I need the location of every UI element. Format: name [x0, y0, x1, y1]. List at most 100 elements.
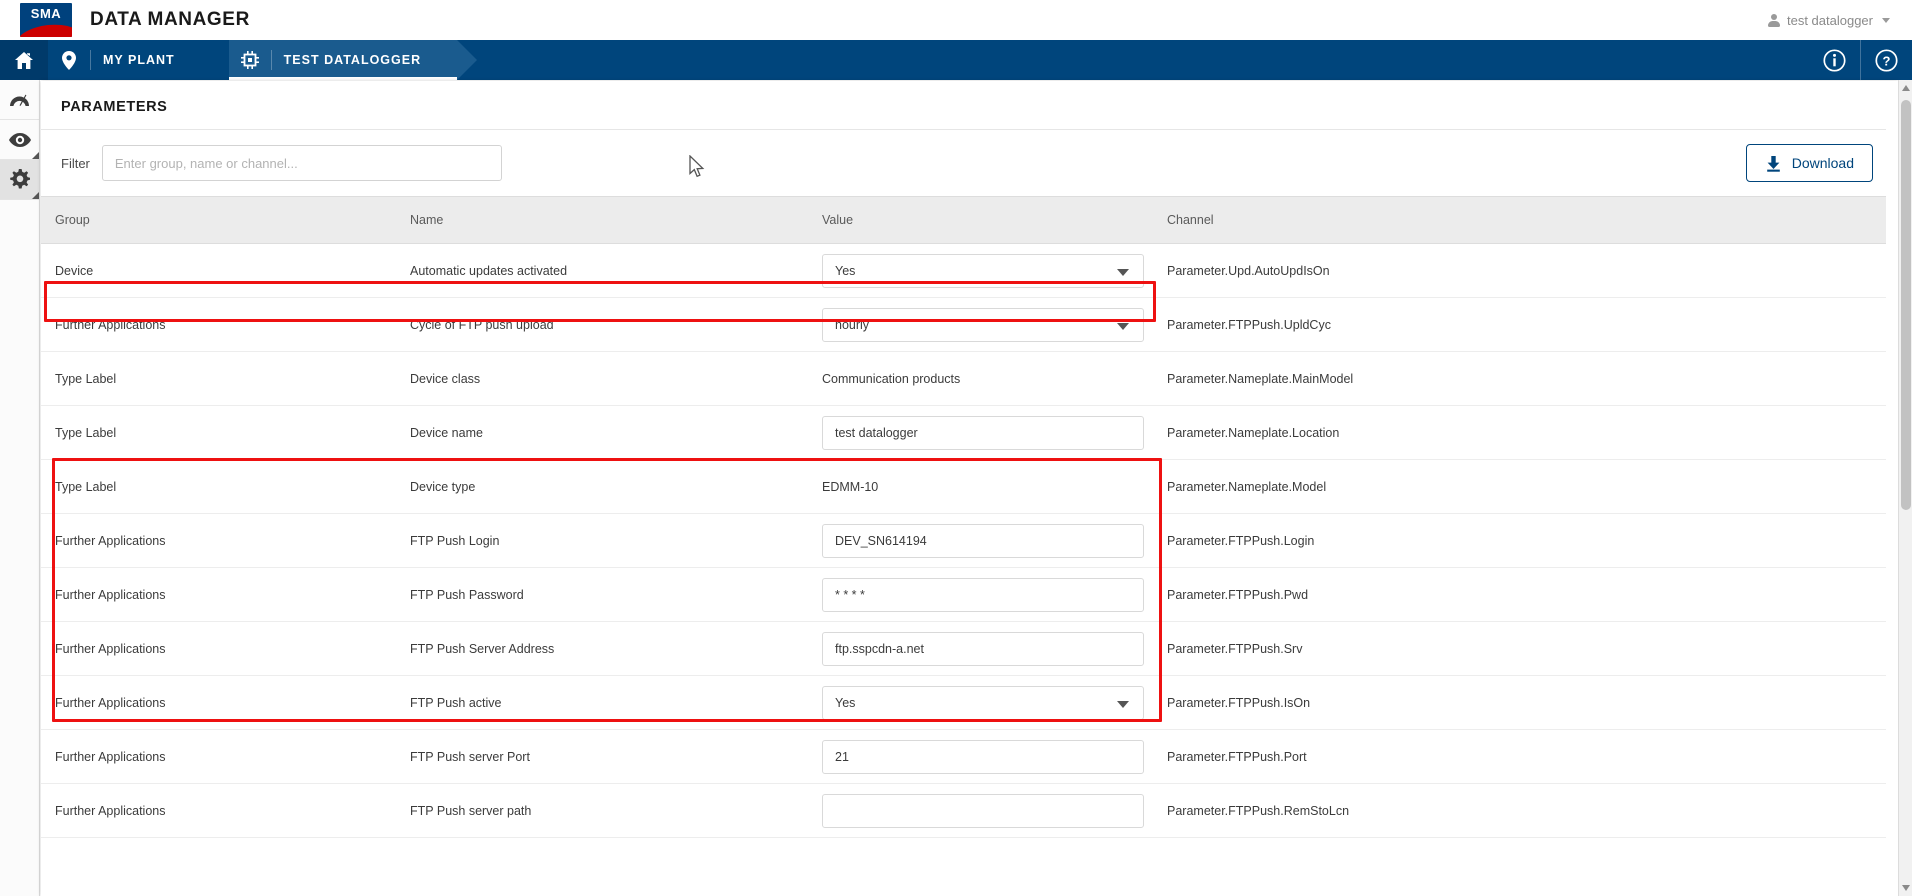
- cell-channel: Parameter.Nameplate.Location: [1153, 405, 1898, 460]
- sidebar-item-dashboard[interactable]: [0, 80, 39, 120]
- table-row: Type Label Device type EDMM-10 Parameter.Na…: [41, 459, 1898, 514]
- app-title: DATA MANAGER: [90, 9, 250, 30]
- info-icon: [1822, 48, 1846, 72]
- search-input[interactable]: [101, 145, 502, 181]
- breadcrumb-test-datalogger[interactable]: TEST DATALOGGER: [228, 40, 478, 80]
- value-dropdown-label: hourly: [835, 317, 870, 332]
- breadcrumb-my-plant[interactable]: MY PLANT: [48, 40, 211, 80]
- cell-group: Type Label: [41, 459, 396, 514]
- cell-value: Communication products: [808, 351, 1153, 406]
- cell-channel: Parameter.FTPPush.Port: [1153, 729, 1898, 784]
- breadcrumb-active-underline: [228, 77, 458, 80]
- column-header-channel[interactable]: Channel: [1153, 196, 1898, 244]
- nav-right-actions: ?: [1808, 40, 1912, 80]
- cell-value: [808, 783, 1153, 838]
- cell-name: Device class: [396, 351, 808, 406]
- breadcrumb-active-arrow-icon: [457, 40, 478, 80]
- cell-group: Further Applications: [41, 513, 396, 568]
- cell-value: [808, 513, 1153, 568]
- info-button[interactable]: [1808, 40, 1860, 80]
- cell-channel: Parameter.FTPPush.Srv: [1153, 621, 1898, 676]
- sidebar-item-monitoring[interactable]: [0, 120, 39, 160]
- help-button[interactable]: ?: [1860, 40, 1912, 80]
- cell-name: FTP Push active: [396, 675, 808, 730]
- user-name-label: test datalogger: [1786, 12, 1873, 28]
- mouse-cursor: [689, 155, 705, 178]
- value-dropdown[interactable]: Yes: [822, 253, 1144, 288]
- value-input[interactable]: [822, 523, 1144, 558]
- chevron-down-icon: [1117, 700, 1129, 708]
- cell-name: FTP Push Server Address: [396, 621, 808, 676]
- value-readonly-text: Communication products: [822, 371, 961, 386]
- eye-monitoring-icon: [8, 132, 31, 147]
- value-input[interactable]: [822, 577, 1144, 612]
- scroll-up-arrow-icon[interactable]: [1902, 85, 1910, 91]
- chip-device-icon: [229, 50, 271, 70]
- cell-value: [808, 405, 1153, 460]
- cell-channel: Parameter.Nameplate.MainModel: [1153, 351, 1898, 406]
- value-dropdown[interactable]: Yes: [822, 685, 1144, 720]
- parameters-table-body: Device Automatic updates activated Yes Para…: [41, 243, 1898, 838]
- cell-value: Yes: [808, 675, 1153, 730]
- parameters-panel: PARAMETERS Filter Download Group Name Va…: [41, 81, 1898, 896]
- table-row: Further Applications Cycle of FTP push up…: [41, 297, 1898, 352]
- column-header-name[interactable]: Name: [396, 196, 808, 244]
- table-row: Further Applications FTP Push active Yes Pa…: [41, 675, 1898, 730]
- user-menu[interactable]: test datalogger: [1767, 13, 1890, 28]
- cell-value: Yes: [808, 243, 1153, 298]
- cell-name: FTP Push server Port: [396, 729, 808, 784]
- value-input[interactable]: [822, 415, 1144, 450]
- cell-channel: Parameter.FTPPush.Pwd: [1153, 567, 1898, 622]
- cell-channel: Parameter.FTPPush.RemStoLcn: [1153, 783, 1898, 838]
- sidebar-item-settings[interactable]: [0, 160, 39, 200]
- value-input[interactable]: [822, 793, 1144, 828]
- nav-home-button[interactable]: [0, 40, 48, 80]
- cell-group: Further Applications: [41, 297, 396, 352]
- table-row: Type Label Device class Communication prod…: [41, 351, 1898, 406]
- download-button[interactable]: Download: [1745, 144, 1873, 182]
- brand-bar: SMA DATA MANAGER test datalogger: [0, 0, 1912, 40]
- cell-value: hourly: [808, 297, 1153, 352]
- cell-name: Device type: [396, 459, 808, 514]
- dashboard-gauge-icon: [10, 94, 29, 106]
- page-title: PARAMETERS: [41, 81, 1898, 130]
- value-dropdown[interactable]: hourly: [822, 307, 1144, 342]
- cell-channel: Parameter.Upd.AutoUpdIsOn: [1153, 243, 1898, 298]
- download-icon: [1766, 155, 1780, 172]
- cell-channel: Parameter.FTPPush.Login: [1153, 513, 1898, 568]
- cell-group: Further Applications: [41, 675, 396, 730]
- cell-group: Further Applications: [41, 783, 396, 838]
- cell-value: [808, 621, 1153, 676]
- cell-name: Cycle of FTP push upload: [396, 297, 808, 352]
- filter-toolbar: Filter Download: [41, 130, 1898, 196]
- value-input[interactable]: [822, 631, 1144, 666]
- value-readonly-text: EDMM-10: [822, 479, 879, 494]
- table-row: Further Applications FTP Push server Port…: [41, 729, 1898, 784]
- cell-channel: Parameter.FTPPush.UpldCyc: [1153, 297, 1898, 352]
- chevron-down-icon: [1117, 322, 1129, 330]
- value-input[interactable]: [822, 739, 1144, 774]
- value-dropdown-label: Yes: [835, 695, 856, 710]
- cell-name: FTP Push Login: [396, 513, 808, 568]
- column-header-value[interactable]: Value: [808, 196, 1153, 244]
- cell-name: FTP Push Password: [396, 567, 808, 622]
- sma-logo: SMA: [20, 3, 72, 37]
- location-pin-icon: [48, 50, 90, 70]
- cell-group: Further Applications: [41, 729, 396, 784]
- column-header-group[interactable]: Group: [41, 196, 396, 244]
- page-scrollbar[interactable]: [1898, 80, 1912, 896]
- cell-name: FTP Push server path: [396, 783, 808, 838]
- breadcrumb-my-plant-label: MY PLANT: [90, 50, 185, 70]
- sma-logo-swoosh: [20, 21, 72, 37]
- cell-value: [808, 729, 1153, 784]
- filter-label: Filter: [61, 155, 90, 171]
- scrollbar-thumb[interactable]: [1901, 100, 1911, 510]
- scroll-down-arrow-icon[interactable]: [1902, 885, 1910, 891]
- breadcrumb-nav: MY PLANT TEST DATALOGGER: [0, 40, 1912, 80]
- breadcrumb-separator-icon: [209, 40, 228, 80]
- cell-channel: Parameter.Nameplate.Model: [1153, 459, 1898, 514]
- chevron-down-icon: [1117, 268, 1129, 276]
